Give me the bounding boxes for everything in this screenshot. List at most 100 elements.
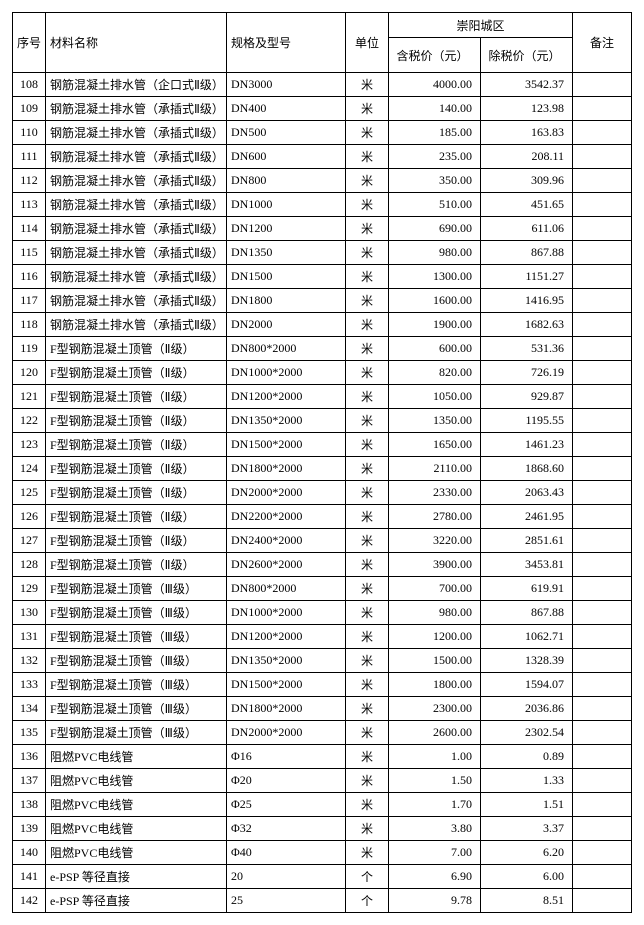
cell-remark [573,505,632,529]
cell-seq: 134 [13,697,46,721]
cell-remark [573,265,632,289]
cell-tax-excl: 0.89 [481,745,573,769]
cell-tax-excl: 2302.54 [481,721,573,745]
cell-remark [573,193,632,217]
cell-tax-excl: 726.19 [481,361,573,385]
cell-tax-incl: 510.00 [389,193,481,217]
cell-unit: 米 [346,313,389,337]
table-row: 128F型钢筋混凝土顶管（Ⅱ级）DN2600*2000米3900.003453.… [13,553,632,577]
cell-seq: 113 [13,193,46,217]
cell-tax-incl: 1650.00 [389,433,481,457]
cell-name: 阻燃PVC电线管 [46,817,227,841]
cell-spec: DN1800*2000 [227,697,346,721]
cell-remark [573,697,632,721]
cell-seq: 119 [13,337,46,361]
cell-name: 钢筋混凝土排水管（承插式Ⅱ级） [46,121,227,145]
cell-name: F型钢筋混凝土顶管（Ⅱ级） [46,457,227,481]
cell-tax-incl: 1500.00 [389,649,481,673]
cell-remark [573,793,632,817]
cell-remark [573,841,632,865]
cell-name: F型钢筋混凝土顶管（Ⅲ级） [46,625,227,649]
cell-name: F型钢筋混凝土顶管（Ⅱ级） [46,361,227,385]
cell-unit: 个 [346,889,389,913]
cell-spec: DN500 [227,121,346,145]
cell-name: F型钢筋混凝土顶管（Ⅱ级） [46,529,227,553]
cell-name: e-PSP 等径直接 [46,865,227,889]
cell-unit: 米 [346,625,389,649]
table-row: 125F型钢筋混凝土顶管（Ⅱ级）DN2000*2000米2330.002063.… [13,481,632,505]
cell-spec: DN800*2000 [227,577,346,601]
cell-seq: 127 [13,529,46,553]
cell-spec: DN2000 [227,313,346,337]
cell-remark [573,73,632,97]
table-row: 118钢筋混凝土排水管（承插式Ⅱ级）DN2000米1900.001682.63 [13,313,632,337]
cell-unit: 米 [346,169,389,193]
cell-tax-excl: 611.06 [481,217,573,241]
table-row: 110钢筋混凝土排水管（承插式Ⅱ级）DN500米185.00163.83 [13,121,632,145]
table-body: 108钢筋混凝土排水管（企口式Ⅱ级）DN3000米4000.003542.37 1… [13,73,632,913]
cell-seq: 124 [13,457,46,481]
cell-remark [573,145,632,169]
cell-unit: 米 [346,73,389,97]
table-header: 序号 材料名称 规格及型号 单位 崇阳城区 备注 含税价（元） 除税价（元） [13,13,632,73]
cell-seq: 122 [13,409,46,433]
cell-spec: Φ40 [227,841,346,865]
table-row: 108钢筋混凝土排水管（企口式Ⅱ级）DN3000米4000.003542.37 [13,73,632,97]
cell-tax-incl: 1.00 [389,745,481,769]
cell-seq: 121 [13,385,46,409]
cell-tax-incl: 1800.00 [389,673,481,697]
table-row: 126F型钢筋混凝土顶管（Ⅱ级）DN2200*2000米2780.002461.… [13,505,632,529]
cell-remark [573,649,632,673]
cell-tax-excl: 1328.39 [481,649,573,673]
cell-unit: 米 [346,457,389,481]
cell-tax-excl: 1.33 [481,769,573,793]
table-row: 116钢筋混凝土排水管（承插式Ⅱ级）DN1500米1300.001151.27 [13,265,632,289]
cell-seq: 136 [13,745,46,769]
cell-tax-incl: 3900.00 [389,553,481,577]
cell-spec: DN1000 [227,193,346,217]
table-row: 134F型钢筋混凝土顶管（Ⅲ级）DN1800*2000米2300.002036.… [13,697,632,721]
cell-unit: 米 [346,385,389,409]
cell-remark [573,289,632,313]
cell-spec: DN2600*2000 [227,553,346,577]
cell-seq: 123 [13,433,46,457]
cell-name: 钢筋混凝土排水管（承插式Ⅱ级） [46,217,227,241]
cell-remark [573,577,632,601]
cell-tax-excl: 3542.37 [481,73,573,97]
cell-name: 阻燃PVC电线管 [46,841,227,865]
cell-unit: 米 [346,481,389,505]
cell-tax-incl: 9.78 [389,889,481,913]
cell-seq: 118 [13,313,46,337]
cell-tax-incl: 690.00 [389,217,481,241]
cell-tax-excl: 6.00 [481,865,573,889]
cell-name: 钢筋混凝土排水管（承插式Ⅱ级） [46,313,227,337]
cell-unit: 米 [346,697,389,721]
cell-remark [573,217,632,241]
cell-tax-excl: 1.51 [481,793,573,817]
cell-spec: Φ32 [227,817,346,841]
cell-tax-incl: 1.70 [389,793,481,817]
cell-unit: 米 [346,577,389,601]
cell-seq: 111 [13,145,46,169]
cell-seq: 126 [13,505,46,529]
cell-tax-excl: 1594.07 [481,673,573,697]
cell-seq: 138 [13,793,46,817]
cell-seq: 139 [13,817,46,841]
table-row: 138阻燃PVC电线管Φ25米1.701.51 [13,793,632,817]
cell-name: F型钢筋混凝土顶管（Ⅱ级） [46,385,227,409]
cell-unit: 米 [346,217,389,241]
cell-unit: 米 [346,289,389,313]
cell-seq: 141 [13,865,46,889]
table-row: 124F型钢筋混凝土顶管（Ⅱ级）DN1800*2000米2110.001868.… [13,457,632,481]
cell-tax-incl: 2330.00 [389,481,481,505]
table-row: 129F型钢筋混凝土顶管（Ⅲ级）DN800*2000米700.00619.91 [13,577,632,601]
cell-spec: Φ16 [227,745,346,769]
cell-seq: 128 [13,553,46,577]
cell-seq: 132 [13,649,46,673]
cell-tax-incl: 1200.00 [389,625,481,649]
cell-tax-incl: 1.50 [389,769,481,793]
cell-remark [573,745,632,769]
table-row: 112钢筋混凝土排水管（承插式Ⅱ级）DN800米350.00309.96 [13,169,632,193]
cell-remark [573,481,632,505]
table-row: 142e-PSP 等径直接25个9.788.51 [13,889,632,913]
